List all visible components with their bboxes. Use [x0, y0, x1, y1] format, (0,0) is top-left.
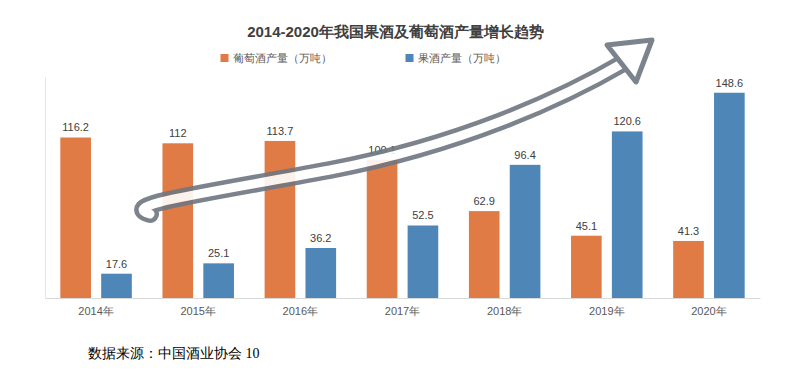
data-label: 45.1 — [576, 220, 597, 232]
x-tick: 2014年 — [78, 298, 113, 317]
x-tick-label: 2015年 — [180, 305, 215, 317]
legend-item: 葡萄酒产量（万吨） — [221, 52, 332, 64]
data-label: 17.6 — [106, 258, 127, 270]
bar — [510, 165, 541, 298]
data-label: 116.2 — [62, 121, 89, 133]
x-tick: 2016年 — [283, 298, 318, 317]
bar — [60, 137, 91, 298]
x-tick-label: 2014年 — [78, 305, 113, 317]
data-label: 96.4 — [514, 149, 535, 161]
bar — [305, 248, 336, 298]
arrow-outline — [143, 62, 625, 214]
data-label: 52.5 — [412, 209, 433, 221]
x-tick-label: 2017年 — [385, 305, 420, 317]
bar — [101, 274, 132, 298]
legend-swatch — [221, 54, 229, 62]
data-label: 62.9 — [474, 195, 495, 207]
x-axis: 2014年 2015年 2016年 2017年 2018年 2019年 2020年 — [46, 298, 761, 317]
legend-item: 果酒产量（万吨） — [406, 52, 506, 64]
x-tick-label: 2020年 — [691, 305, 726, 317]
data-label: 41.3 — [678, 225, 699, 237]
x-tick: 2020年 — [691, 298, 726, 317]
data-label: 113.7 — [267, 125, 294, 137]
x-tick: 2019年 — [589, 298, 624, 317]
bar — [367, 160, 398, 298]
bar — [408, 225, 439, 298]
bar — [673, 241, 704, 298]
x-axis-line — [46, 298, 761, 299]
legend-swatch — [406, 54, 414, 62]
bar — [571, 236, 602, 298]
y-axis — [45, 78, 46, 299]
data-label: 120.6 — [613, 115, 641, 127]
x-tick-label: 2018年 — [487, 305, 522, 317]
trend-arrow — [143, 40, 652, 214]
legend-label: 葡萄酒产量（万吨） — [233, 52, 332, 64]
data-labels: 116.2112113.7100.162.945.141.317.625.136… — [62, 77, 743, 270]
x-tick-label: 2019年 — [589, 305, 624, 317]
x-tick: 2017年 — [385, 298, 420, 317]
bar — [203, 263, 234, 298]
legend: 葡萄酒产量（万吨） 果酒产量（万吨） — [221, 52, 506, 64]
bar — [612, 131, 643, 298]
y-axis-line — [45, 78, 46, 299]
arrow-inner — [143, 62, 625, 214]
data-label: 25.1 — [208, 247, 229, 259]
data-label: 148.6 — [716, 77, 744, 89]
x-tick-label: 2016年 — [283, 305, 318, 317]
bar — [469, 211, 500, 298]
bar — [162, 143, 193, 298]
bar — [265, 141, 296, 298]
title: 2014-2020年我国果酒及葡萄酒产量增长趋势 — [247, 23, 544, 40]
bar — [714, 93, 745, 298]
data-label: 112 — [169, 127, 187, 139]
chart: 116.2112113.7100.162.945.141.317.625.136… — [0, 0, 791, 381]
legend-label: 果酒产量（万吨） — [418, 52, 506, 64]
source-note: 数据来源：中国酒业协会 10 — [88, 346, 260, 361]
x-tick: 2015年 — [180, 298, 215, 317]
data-label: 36.2 — [310, 232, 331, 244]
x-tick: 2018年 — [487, 298, 522, 317]
arrow-head — [607, 40, 652, 82]
